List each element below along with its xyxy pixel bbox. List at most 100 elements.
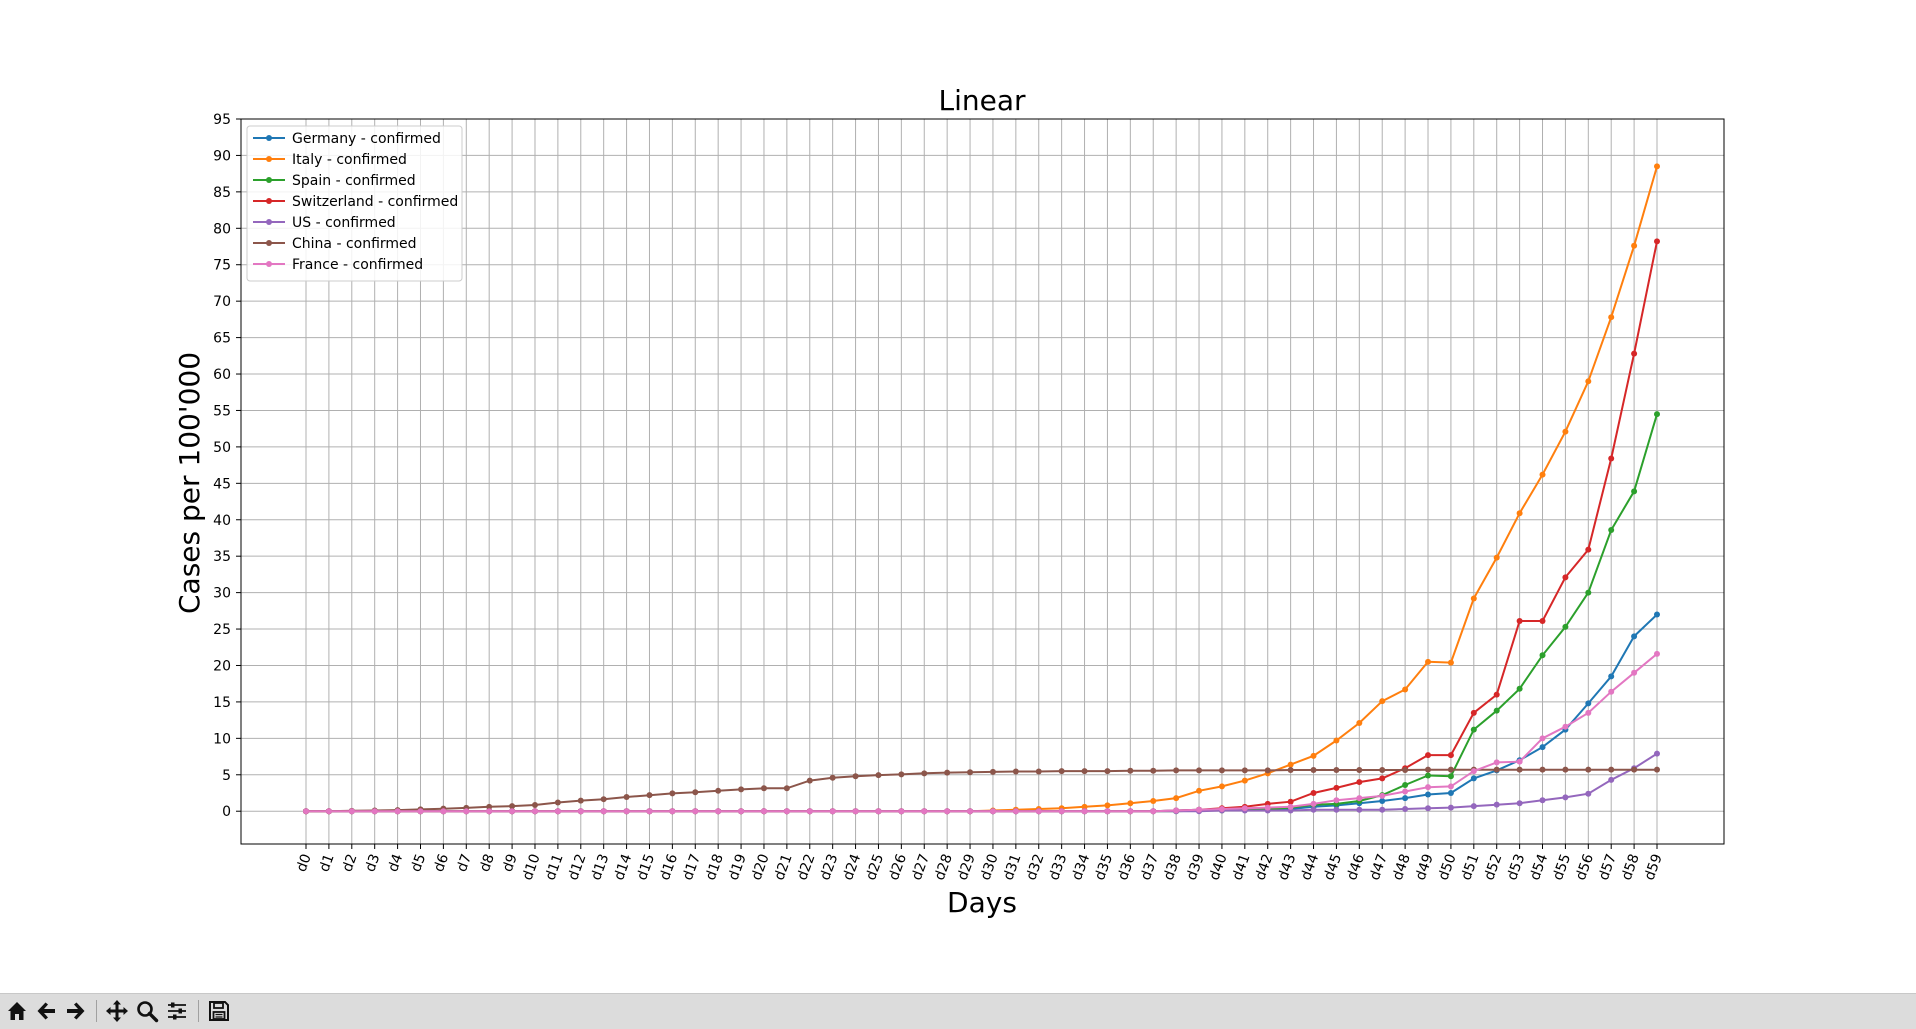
data-point (1196, 767, 1203, 774)
x-tick-label: d1 (317, 852, 338, 874)
data-point (1493, 801, 1500, 808)
y-tick-label: 0 (222, 804, 231, 820)
data-point (1173, 767, 1180, 774)
data-point (1539, 766, 1546, 773)
x-tick-label: d56 (1573, 852, 1597, 883)
data-point (1631, 766, 1638, 773)
save-button[interactable] (205, 998, 233, 1024)
data-point (1310, 800, 1317, 807)
y-tick-label: 45 (213, 476, 231, 492)
y-axis-label: Cases per 100'000 (173, 352, 206, 614)
data-point (531, 802, 538, 809)
data-point (554, 799, 561, 806)
data-point (1310, 789, 1317, 796)
data-point (1058, 768, 1065, 775)
data-point (1425, 772, 1432, 779)
configure-subplots-button[interactable] (163, 998, 191, 1024)
toolbar-separator (96, 1000, 97, 1022)
data-point (1516, 758, 1523, 765)
data-point (692, 808, 699, 815)
x-tick-label: d13 (588, 852, 612, 883)
back-arrow-icon (37, 1002, 55, 1020)
x-tick-label: d26 (886, 852, 910, 883)
configure-subplots-icon (168, 1002, 186, 1020)
x-tick-label: d14 (611, 852, 635, 883)
x-tick-label: d30 (978, 852, 1002, 883)
x-tick-label: d29 (955, 852, 979, 883)
data-point (1654, 611, 1660, 618)
x-tick-label: d31 (1000, 852, 1024, 883)
data-point (921, 770, 928, 777)
data-point (1539, 618, 1546, 625)
data-point (1150, 808, 1157, 815)
data-point (1539, 652, 1546, 659)
data-point (1425, 658, 1432, 665)
legend-item: Germany - confirmed (253, 131, 441, 147)
y-tick-label: 60 (213, 367, 231, 383)
y-tick-label: 30 (213, 586, 231, 602)
x-tick-label: d46 (1344, 852, 1368, 883)
data-point (967, 808, 974, 815)
x-tick-label: d50 (1436, 852, 1460, 883)
data-point (1058, 808, 1065, 815)
data-point (1379, 698, 1386, 705)
pan-button[interactable] (103, 998, 131, 1024)
data-point (1654, 163, 1660, 170)
x-tick-label: d23 (817, 852, 841, 883)
data-point (1562, 623, 1569, 630)
data-point (852, 808, 859, 815)
data-point (1562, 428, 1569, 435)
data-point (1447, 752, 1454, 759)
x-tick-label: d42 (1252, 852, 1276, 883)
y-tick-label: 55 (213, 403, 231, 419)
y-tick-label: 5 (222, 768, 231, 784)
data-point (760, 808, 767, 815)
series-line (306, 613, 1658, 813)
navigation-toolbar (0, 993, 1916, 1029)
home-button[interactable] (3, 998, 31, 1024)
data-point (1470, 726, 1477, 733)
back-button[interactable] (33, 998, 61, 1024)
y-tick-label: 15 (213, 695, 231, 711)
data-point (1081, 808, 1088, 815)
zoom-button[interactable] (133, 998, 161, 1024)
x-tick-label: d25 (863, 852, 887, 883)
data-point (1585, 766, 1592, 773)
series-lines (303, 163, 1660, 815)
data-point (1654, 238, 1660, 245)
data-point (1425, 791, 1432, 798)
data-point (989, 808, 996, 815)
x-tick-label: d44 (1298, 852, 1322, 883)
data-point (1150, 767, 1157, 774)
data-point (1493, 759, 1500, 766)
data-point (600, 796, 607, 803)
series-3 (303, 238, 1660, 815)
data-point (1287, 803, 1294, 810)
data-point (1470, 775, 1477, 782)
forward-arrow-icon (67, 1002, 85, 1020)
x-tick-label: d6 (431, 852, 452, 874)
home-icon (8, 1002, 26, 1020)
data-point (1333, 767, 1340, 774)
data-point (1379, 798, 1386, 805)
data-point (577, 797, 584, 804)
legend-marker (266, 261, 272, 267)
x-tick-label: d36 (1115, 852, 1139, 883)
data-point (1516, 685, 1523, 692)
data-point (1493, 554, 1500, 561)
data-point (1127, 800, 1134, 807)
data-point (1310, 767, 1317, 774)
forward-button[interactable] (61, 998, 89, 1024)
x-tick-label: d12 (565, 852, 589, 883)
data-point (1173, 795, 1180, 802)
x-tick-label: d55 (1550, 852, 1574, 883)
plot-area-frame (240, 118, 1725, 845)
data-point (1562, 766, 1569, 773)
y-tick-label: 25 (213, 622, 231, 638)
data-point (1470, 768, 1477, 775)
data-point (1241, 777, 1248, 784)
data-point (1356, 767, 1363, 774)
data-point (1585, 700, 1592, 707)
data-point (1310, 806, 1317, 813)
data-point (1379, 806, 1386, 813)
